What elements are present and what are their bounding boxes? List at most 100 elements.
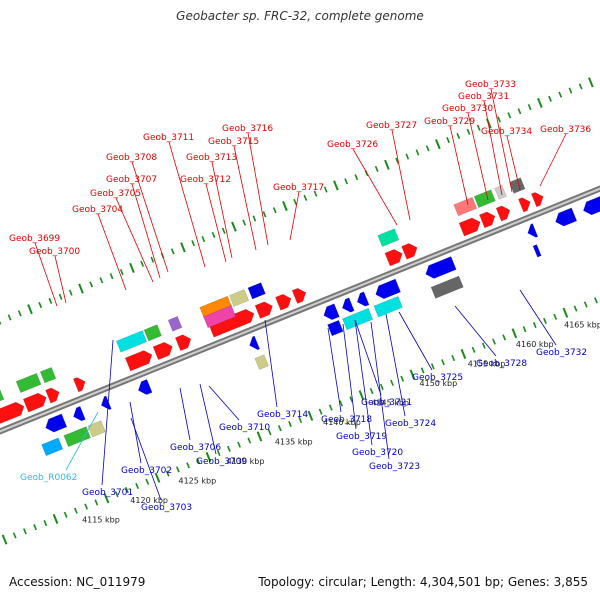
tick-mark: [558, 91, 563, 98]
leader-line: [101, 339, 114, 486]
tick-mark: [313, 190, 318, 197]
forward-gene-box: [167, 316, 183, 332]
tick-mark: [537, 97, 543, 108]
tick-mark: [74, 507, 78, 514]
reverse-gene-arrow: [138, 379, 153, 395]
gene-label-reverse: Geob_3710: [219, 423, 270, 433]
leader-line: [352, 148, 398, 226]
tick-mark: [466, 128, 471, 135]
tick-mark: [298, 416, 303, 424]
tick-mark: [154, 472, 161, 483]
gene-label-reverse: Geob_3732: [536, 348, 587, 358]
tick-mark: [562, 307, 569, 318]
reverse-gene-box: [41, 437, 64, 457]
tick-mark: [543, 317, 547, 325]
reverse-gene-arrow: [73, 406, 86, 422]
kbp-scale-label: 4130 kbp: [227, 457, 265, 466]
leader-line: [233, 145, 257, 251]
tick-mark: [176, 466, 180, 473]
reverse-gene-box: [87, 420, 106, 438]
kbp-scale-label: 4165 kbp: [564, 320, 600, 329]
tick-mark: [594, 297, 598, 304]
feature-layer: [0, 177, 600, 457]
forward-gene-box: [39, 366, 57, 384]
tick-mark: [119, 268, 124, 276]
tick-mark: [135, 482, 139, 490]
tick-mark: [267, 429, 272, 436]
forward-gene-box: [0, 387, 5, 408]
reverse-gene-box: [373, 295, 403, 318]
tick-mark: [328, 404, 333, 411]
gene-label-forward: Geob_3705: [90, 189, 141, 199]
tick-mark: [0, 320, 2, 325]
gene-label-forward: Geob_3716: [222, 124, 273, 134]
tick-mark: [481, 342, 486, 349]
tick-mark: [502, 334, 507, 341]
kbp-scale-label: 4125 kbp: [179, 476, 217, 485]
reverse-gene-arrow: [323, 303, 340, 321]
tick-mark: [125, 486, 129, 494]
tick-mark: [170, 248, 175, 255]
gene-label-forward: Geob_3736: [540, 125, 591, 135]
leader-line: [398, 311, 433, 371]
leader-line: [130, 417, 162, 501]
tick-mark: [140, 260, 145, 267]
reverse-gene-box: [63, 426, 91, 448]
tick-mark: [1, 534, 8, 545]
forward-gene-box: [143, 324, 162, 342]
tick-mark: [277, 425, 282, 432]
leader-line: [168, 141, 206, 268]
backbone-highlight: [0, 187, 600, 433]
forward-gene-box: [453, 196, 478, 217]
tick-mark: [272, 207, 277, 214]
leader-line: [454, 305, 497, 357]
forward-gene-arrow: [254, 301, 273, 319]
tick-mark: [369, 387, 374, 395]
tick-mark: [354, 174, 359, 181]
gene-label-forward: Geob_3717: [273, 183, 324, 193]
gene-label-reverse: Geob_3725: [412, 373, 463, 383]
gene-label-forward: Geob_3730: [442, 104, 493, 114]
gene-label-forward: Geob_3699: [9, 234, 60, 244]
tick-mark: [400, 375, 405, 382]
gene-label-forward: Geob_3729: [424, 117, 475, 127]
reverse-gene-arrow: [555, 207, 578, 227]
tick-row-outer: [0, 77, 594, 325]
gene-label-reverse: Geob_3714: [257, 410, 308, 420]
gene-label-forward: Geob_3726: [327, 140, 378, 150]
forward-gene-box: [203, 305, 237, 329]
gene-label-reverse: Geob_3706: [170, 443, 221, 453]
leader-line: [370, 321, 390, 460]
leader-line: [483, 100, 503, 196]
reverse-gene-arrow: [583, 193, 600, 216]
tick-mark: [522, 326, 527, 333]
kbp-scale-label: 4155 kbp: [468, 359, 506, 368]
map-title: Geobacter sp. FRC-32, complete genome: [176, 9, 424, 23]
leader-line: [467, 112, 489, 201]
tick-mark: [339, 400, 343, 407]
tick-mark: [344, 178, 348, 185]
reverse-gene-arrow: [249, 335, 260, 350]
gene-label-forward: Geob_3704: [72, 205, 123, 215]
tick-mark: [435, 139, 441, 150]
leader-line: [115, 197, 154, 283]
tick-mark: [150, 256, 155, 263]
tick-mark: [63, 511, 68, 518]
gene-label-reverse: Geob_3721: [361, 398, 412, 408]
gene-label-forward: Geob_3731: [458, 92, 509, 102]
tick-mark: [409, 369, 416, 380]
tick-mark: [94, 499, 99, 506]
leader-line: [327, 327, 342, 413]
leader-line: [54, 255, 67, 304]
reverse-gene-arrow: [100, 395, 112, 410]
tick-mark: [38, 301, 43, 309]
leader-line: [354, 319, 373, 446]
forward-gene-box: [377, 228, 400, 247]
gene-label-reverse: Geob_3728: [476, 359, 527, 369]
leader-line: [289, 191, 300, 241]
tick-mark: [78, 283, 84, 294]
tick-mark: [33, 524, 37, 531]
tick-mark: [84, 503, 88, 510]
gene-label-forward: Geob_3733: [465, 80, 516, 90]
tick-mark: [216, 449, 221, 457]
